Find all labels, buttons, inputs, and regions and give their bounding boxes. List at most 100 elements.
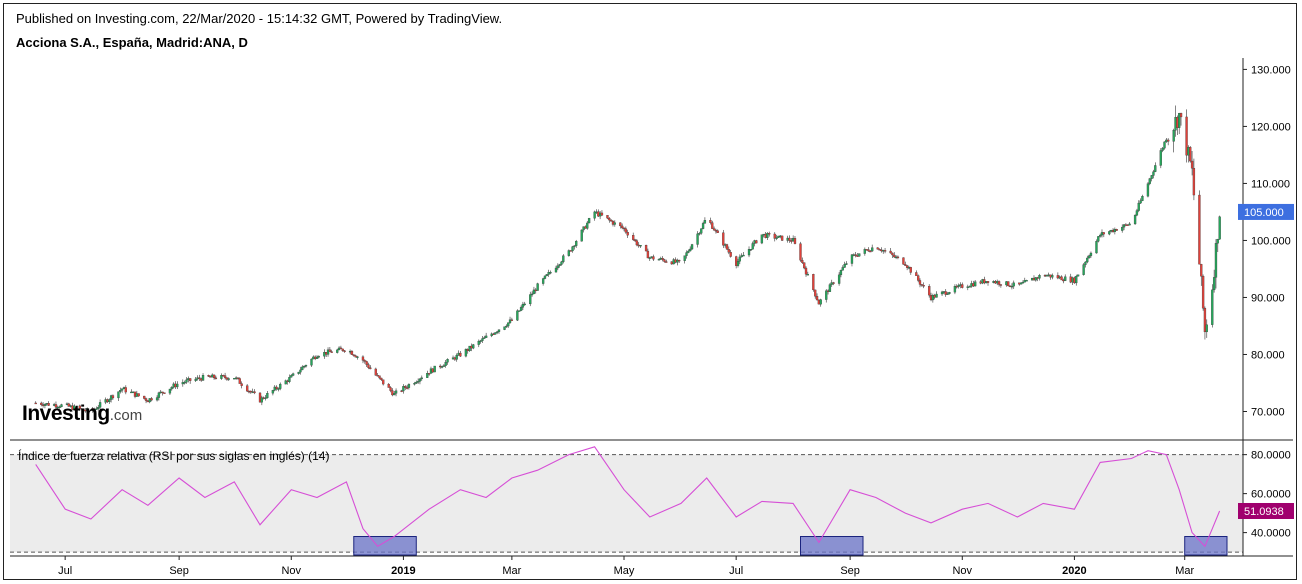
rsi-highlight-box	[799, 536, 864, 556]
candle-body	[40, 402, 43, 405]
candle-body	[663, 259, 666, 262]
candle-body	[420, 377, 423, 380]
candle-body	[883, 250, 887, 252]
candle-body	[543, 275, 547, 279]
price-tick-label: 130.000	[1251, 64, 1291, 76]
candle-body	[1179, 113, 1183, 118]
candle-body	[479, 340, 482, 342]
candle-body	[632, 235, 635, 240]
candle-body	[690, 244, 694, 250]
candle-body	[266, 393, 269, 398]
candle-body	[161, 391, 164, 394]
candle-body	[780, 235, 784, 241]
candle-body	[701, 223, 705, 229]
candle-body	[240, 383, 243, 386]
candle-body	[339, 347, 343, 350]
candle-body	[1075, 276, 1078, 284]
candle-body	[1212, 277, 1216, 291]
candle-body	[727, 249, 730, 253]
rsi-band	[10, 454, 1243, 553]
candle-body	[150, 398, 153, 401]
candle-body	[86, 408, 89, 411]
last-price-badge: 105.000	[1238, 203, 1294, 220]
candle-body	[120, 388, 124, 391]
candle-body	[545, 274, 548, 277]
candle-body	[1135, 210, 1139, 216]
candle-body	[896, 256, 900, 259]
candle-body	[587, 218, 591, 224]
candle-body	[709, 220, 712, 223]
candle-body	[1216, 239, 1219, 244]
candle-body	[433, 365, 436, 373]
candle-body	[905, 265, 909, 268]
candle-body	[415, 381, 418, 384]
candle-body	[1087, 255, 1091, 259]
candle-body	[108, 399, 111, 403]
candle-body	[418, 378, 422, 382]
candle-body	[600, 212, 604, 216]
candle-body	[394, 390, 398, 394]
chart-frame	[3, 3, 1297, 580]
candle-body	[426, 373, 429, 378]
rsi-tick-label: 40.0000	[1251, 528, 1291, 540]
candle-body	[1198, 194, 1201, 265]
candle-body	[558, 264, 561, 266]
x-tick-label: Nov	[952, 565, 972, 577]
candle-body	[1086, 257, 1089, 263]
symbol-title: Acciona S.A., España, Madrid:ANA, D	[16, 35, 248, 50]
candle-body	[43, 404, 47, 406]
candle-body	[34, 402, 37, 405]
candle-body	[624, 228, 628, 233]
candle-body	[999, 284, 1003, 286]
candle-body	[837, 274, 841, 284]
candle-body	[562, 255, 565, 263]
candle-body	[755, 240, 758, 244]
candle-body	[369, 367, 372, 370]
candle-body	[593, 211, 596, 219]
candle-body	[1218, 216, 1221, 240]
candle-body	[803, 262, 806, 269]
candle-body	[483, 337, 486, 339]
candle-body	[685, 252, 688, 256]
candle-body	[738, 256, 741, 262]
candle-body	[144, 398, 148, 401]
candle-body	[1021, 282, 1025, 284]
candle-body	[1141, 196, 1144, 201]
candle-body	[536, 283, 539, 291]
candle-body	[806, 274, 810, 276]
candle-body	[288, 377, 291, 382]
candle-body	[220, 375, 223, 379]
candle-body	[554, 267, 558, 273]
candle-body	[236, 377, 240, 379]
candle-body	[652, 256, 655, 260]
candle-body	[608, 217, 611, 221]
rsi-tick-label: 80.0000	[1251, 450, 1291, 462]
candle-body	[586, 222, 589, 229]
candle-body	[703, 220, 707, 224]
candle-body	[1102, 232, 1105, 235]
candle-body	[1089, 252, 1093, 256]
candle-body	[117, 391, 120, 399]
candle-body	[626, 231, 629, 236]
candle-body	[194, 378, 197, 381]
candle-body	[365, 361, 368, 365]
candle-body	[223, 375, 227, 378]
x-tick-label: Sep	[840, 565, 860, 577]
candle-body	[858, 253, 861, 257]
candle-body	[354, 355, 357, 358]
rsi-value-badge-text: 51.0938	[1244, 506, 1284, 518]
candle-body	[854, 254, 857, 256]
logo-brand: Investing	[22, 402, 110, 425]
candle-body	[532, 289, 536, 295]
candle-body	[1010, 285, 1014, 288]
candle-body	[700, 228, 703, 234]
candle-body	[1205, 324, 1208, 333]
candle-body	[60, 404, 63, 408]
candle-body	[801, 260, 804, 263]
candle-body	[1201, 276, 1205, 309]
x-tick-label: Sep	[169, 565, 189, 577]
candle-body	[850, 254, 854, 264]
candle-body	[935, 293, 938, 298]
candle-body	[201, 375, 205, 381]
